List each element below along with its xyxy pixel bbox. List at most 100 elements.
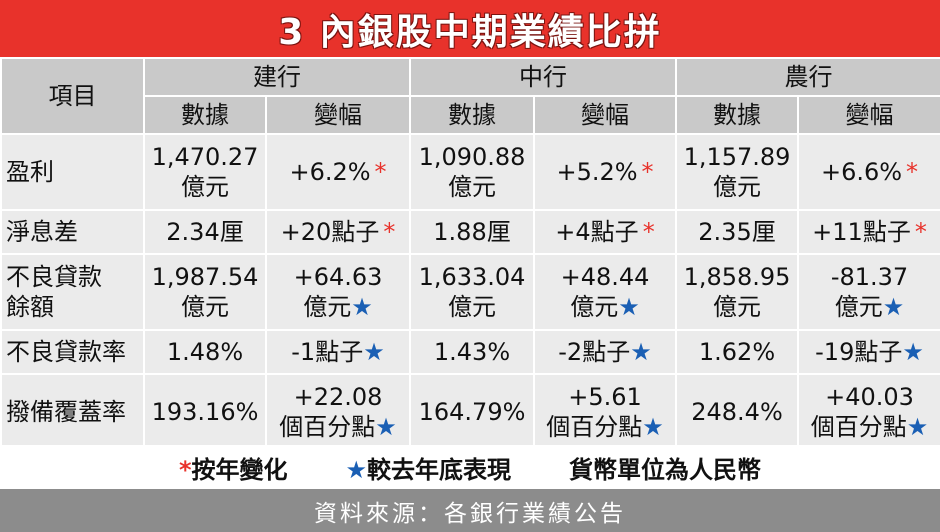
- asterisk-icon: *: [641, 158, 654, 186]
- change-value-text: +64.63: [293, 263, 383, 291]
- data-cell: 193.16%: [143, 373, 267, 451]
- star-icon: ★: [351, 293, 373, 321]
- row-label: 不良貸款率: [0, 329, 145, 375]
- change-value-line: 個百分點★: [799, 412, 940, 442]
- data-value-line: 億元: [181, 293, 229, 321]
- data-value-line: 億元: [713, 173, 761, 201]
- change-cell: +64.63 億元★: [265, 253, 411, 331]
- data-cell: 1.48%: [143, 329, 267, 375]
- data-value-line: 1,633.04: [418, 263, 526, 291]
- change-value-line: +6.6% *: [799, 157, 940, 187]
- change-value-line: -19點子★: [799, 337, 940, 367]
- data-value-line: 1.62%: [698, 338, 776, 366]
- change-value-line: +64.63: [267, 262, 409, 292]
- data-cell: 1,858.95 億元: [675, 253, 799, 331]
- data-cell: 248.4%: [675, 373, 799, 451]
- change-cell: +5.61 個百分點★: [533, 373, 677, 451]
- star-icon: ★: [363, 338, 385, 366]
- data-cell: 1,987.54 億元: [143, 253, 267, 331]
- star-icon: ★: [882, 293, 905, 321]
- change-value-text: +40.03: [825, 383, 914, 411]
- change-value-line: +11點子 *: [799, 217, 940, 247]
- change-cell: +22.08 個百分點★: [265, 373, 411, 451]
- asterisk-icon: *: [914, 218, 927, 246]
- row-label: 盈利: [0, 133, 145, 211]
- row-label-line: 不良貸款: [6, 263, 102, 291]
- legend-yoy: *按年變化: [179, 450, 288, 485]
- asterisk-icon: *: [374, 158, 387, 186]
- data-cell: 164.79%: [409, 373, 535, 451]
- star-icon: ★: [630, 338, 652, 366]
- asterisk-icon: *: [906, 158, 919, 186]
- change-value-text: +22.08: [293, 383, 383, 411]
- change-value-line: +40.03: [799, 382, 940, 412]
- row-label: 撥備覆蓋率: [0, 373, 145, 451]
- data-col-header: 數據: [143, 95, 267, 135]
- bank-header-ccb: 建行: [143, 57, 411, 97]
- change-value-line: -1點子★: [267, 337, 409, 367]
- change-cell: +4點子 *: [533, 209, 677, 255]
- change-value-line: +20點子 *: [267, 217, 409, 247]
- row-label-line: 餘額: [6, 293, 54, 321]
- star-icon: ★: [906, 413, 929, 441]
- change-value-text: 個百分點: [279, 413, 376, 441]
- row-label-line: 不良貸款率: [6, 338, 126, 366]
- data-value-line: 1,090.88: [418, 143, 526, 171]
- asterisk-icon: *: [383, 218, 396, 246]
- change-value-text: -1點子: [291, 338, 364, 366]
- change-value-text: 個百分點: [546, 413, 643, 441]
- change-value-text: +6.2%: [289, 158, 371, 186]
- change-value-text: -19點子: [815, 338, 903, 366]
- row-label: 不良貸款 餘額: [0, 253, 145, 331]
- change-value-line: +22.08: [267, 382, 409, 412]
- change-cell: +11點子 *: [797, 209, 940, 255]
- change-value-line: +5.61: [535, 382, 675, 412]
- change-value-line: 個百分點★: [267, 412, 409, 442]
- data-value-line: 1,470.27: [151, 143, 259, 171]
- data-cell: 1,470.27 億元: [143, 133, 267, 211]
- source-bar: 資料來源：各銀行業績公告: [0, 489, 940, 532]
- change-value-line: +6.2% *: [267, 157, 409, 187]
- data-cell: 2.35厘: [675, 209, 799, 255]
- change-cell: -81.37 億元★: [797, 253, 940, 331]
- data-value-line: 1,157.89: [683, 143, 791, 171]
- data-value-line: 1.88厘: [433, 218, 511, 246]
- data-value-line: 248.4%: [691, 398, 783, 426]
- row-label-line: 淨息差: [6, 218, 78, 246]
- change-value-line: -2點子★: [535, 337, 675, 367]
- change-cell: +6.2% *: [265, 133, 411, 211]
- change-value-text: 個百分點: [810, 413, 907, 441]
- change-value-text: +20點子: [280, 218, 380, 246]
- item-header: 項目: [0, 57, 145, 135]
- change-value-line: -81.37: [799, 262, 940, 292]
- data-value-line: 1,858.95: [683, 263, 791, 291]
- data-cell: 1,633.04 億元: [409, 253, 535, 331]
- change-cell: +48.44 億元★: [533, 253, 677, 331]
- change-value-line: 億元★: [267, 292, 409, 322]
- change-cell: +40.03 個百分點★: [797, 373, 940, 451]
- change-cell: -1點子★: [265, 329, 411, 375]
- data-value-line: 億元: [713, 293, 761, 321]
- change-value-text: 億元: [303, 293, 352, 321]
- data-value-line: 2.34厘: [166, 218, 244, 246]
- bank-header-boc: 中行: [409, 57, 677, 97]
- change-value-text: -81.37: [830, 263, 909, 291]
- table-row: 不良貸款率 1.48% -1點子★ 1.43% -2點子★ 1.62% -19點子★: [0, 329, 940, 375]
- title-bar: 3 內銀股中期業績比拼: [0, 0, 940, 57]
- data-cell: 2.34厘: [143, 209, 267, 255]
- table-row: 盈利 1,470.27 億元 +6.2% * 1,090.88 億元 +5.2% * 1,157.…: [0, 133, 940, 211]
- change-cell: +20點子 *: [265, 209, 411, 255]
- legend-ytd: ★較去年底表現: [346, 450, 512, 485]
- table-body: 盈利 1,470.27 億元 +6.2% * 1,090.88 億元 +5.2% * 1,157.…: [0, 133, 940, 451]
- data-cell: 1.88厘: [409, 209, 535, 255]
- legend-currency: 貨幣單位為人民幣: [569, 455, 762, 484]
- data-col-header: 數據: [409, 95, 535, 135]
- change-col-header: 變幅: [533, 95, 677, 135]
- row-label-line: 盈利: [6, 158, 54, 186]
- change-cell: +6.6% *: [797, 133, 940, 211]
- data-col-header: 數據: [675, 95, 799, 135]
- change-value-text: +5.2%: [556, 158, 638, 186]
- change-cell: +5.2% *: [533, 133, 677, 211]
- asterisk-icon: *: [642, 218, 655, 246]
